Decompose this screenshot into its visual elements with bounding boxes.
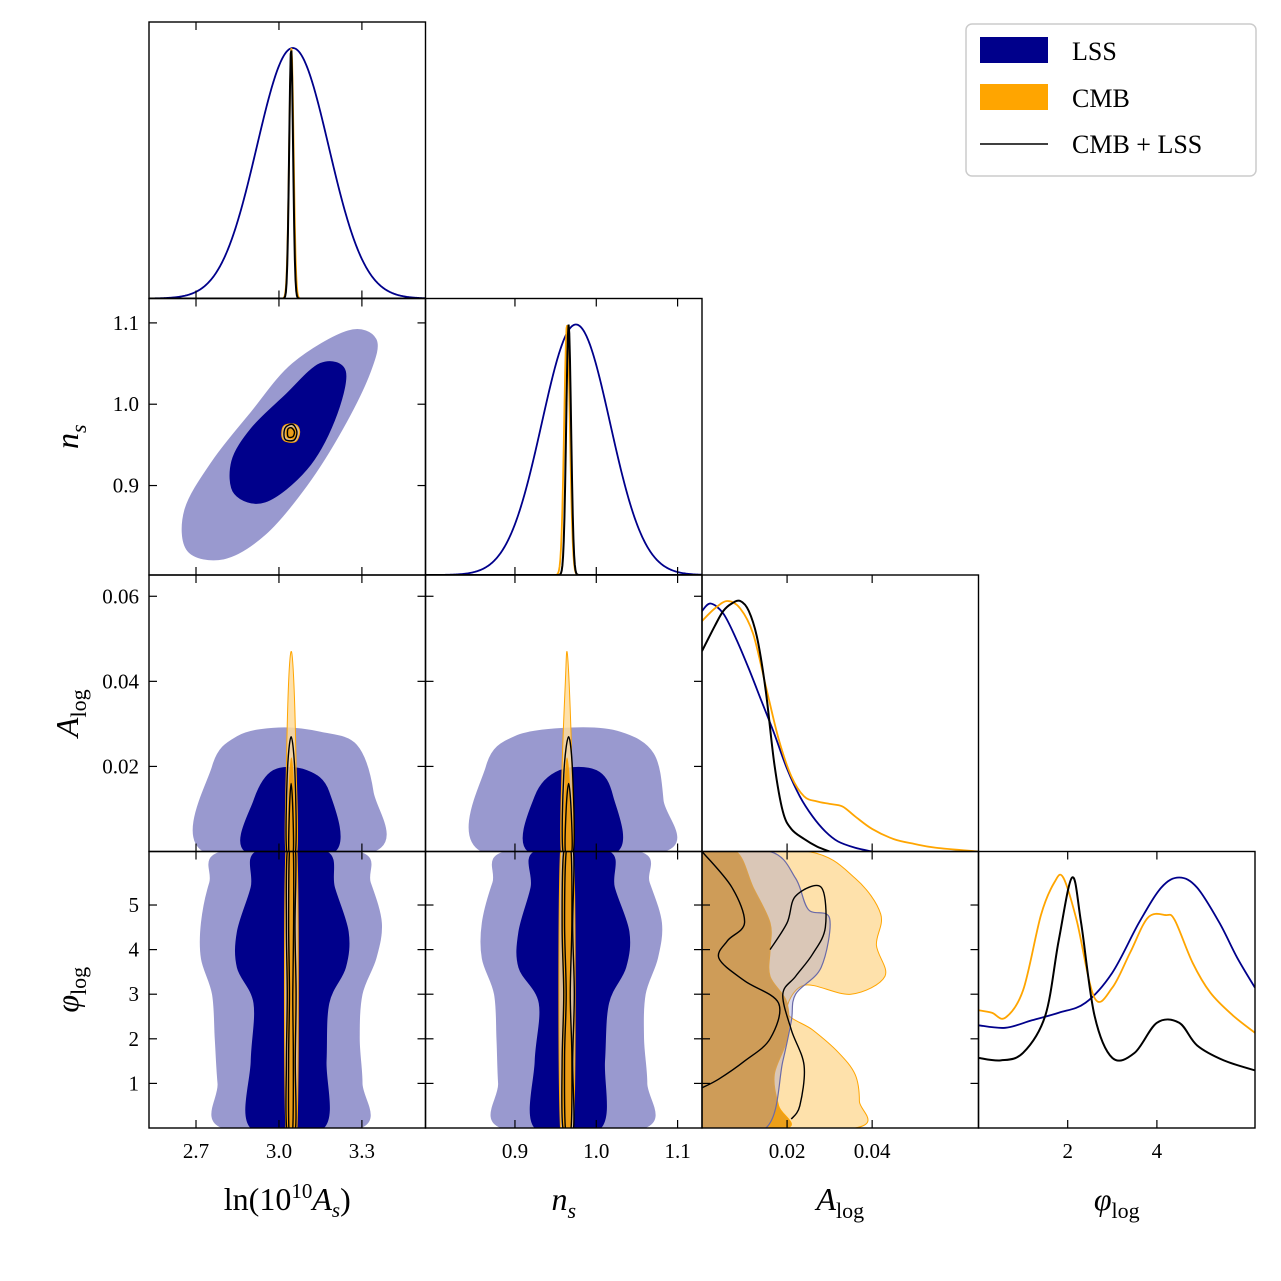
y-axis-label-philog: φlog <box>49 967 91 1013</box>
y-tick-label-ns: 1.1 <box>113 311 139 335</box>
x-tick-label-lnAs: 2.7 <box>183 1139 209 1163</box>
x-axis-label-Alog: Alog <box>814 1181 864 1223</box>
contour-cmblss-inner <box>287 851 295 1128</box>
x-tick-label-Alog: 0.04 <box>854 1139 891 1163</box>
marginal-philog <box>978 873 1255 1072</box>
contour-cmblss-inner <box>769 884 827 1120</box>
marginal-line-lss <box>425 323 702 575</box>
marginal-line-cmb <box>425 324 702 575</box>
contour-cmblss-outer <box>561 851 576 1128</box>
contour-cmblss-inner <box>287 782 295 852</box>
contour-cmblss-outer <box>702 851 781 1089</box>
x-tick-label-ns: 1.1 <box>664 1139 690 1163</box>
y-tick-label-philog: 3 <box>129 982 140 1006</box>
x-axis-label-ns: ns <box>551 1181 576 1223</box>
marginal-line-cmbpluslss <box>425 324 702 575</box>
y-tick-label-philog: 2 <box>129 1027 140 1051</box>
legend-swatch-lss <box>980 37 1048 63</box>
x-tick-label-ns: 0.9 <box>502 1139 528 1163</box>
y-axis-label-ns: ns <box>49 424 91 449</box>
contours-Alog-vs-philog <box>702 851 887 1128</box>
x-tick-label-philog: 4 <box>1152 1139 1163 1163</box>
marginal-line-cmbpluslss <box>978 876 1255 1072</box>
y-tick-label-ns: 0.9 <box>113 474 139 498</box>
x-axis-label-philog: φlog <box>1094 1181 1140 1223</box>
y-tick-label-Alog: 0.02 <box>102 754 139 778</box>
y-tick-label-philog: 1 <box>129 1071 140 1095</box>
marginal-line-lss <box>149 47 426 299</box>
marginal-Alog <box>702 599 979 852</box>
panel-frame-2-2 <box>701 574 980 853</box>
y-tick-label-Alog: 0.04 <box>102 669 139 693</box>
legend: LSS CMB CMB + LSS <box>965 23 1257 177</box>
marginal-line-cmb <box>978 873 1255 1034</box>
contours-lnAs-vs-philog <box>199 851 383 1128</box>
y-tick-label-philog: 4 <box>129 938 140 962</box>
contour-cmblss-outer <box>285 735 297 852</box>
marginal-line-cmbpluslss <box>149 50 426 299</box>
contour-cmblss-outer <box>561 735 575 852</box>
x-axis-label-lnAs: ln(1010As) <box>224 1179 351 1222</box>
marginal-line-cmbpluslss <box>702 599 830 852</box>
marginal-line-lss <box>978 876 1255 1029</box>
x-tick-label-lnAs: 3.0 <box>266 1139 292 1163</box>
marginal-lnAs <box>149 47 426 299</box>
legend-swatch-cmb <box>980 84 1048 110</box>
contour-cmb-inner <box>702 851 792 1128</box>
contour-cmblss-outer <box>283 423 298 442</box>
marginal-ns <box>425 323 702 575</box>
y-axis-label-Alog: Alog <box>49 689 91 739</box>
y-tick-label-Alog: 0.06 <box>102 584 139 608</box>
panel-frame-3-3 <box>977 850 1256 1129</box>
y-tick-label-ns: 1.0 <box>113 392 139 416</box>
x-tick-label-lnAs: 3.3 <box>349 1139 375 1163</box>
legend-label-lss: LSS <box>1072 37 1117 66</box>
marginal-line-cmb <box>702 600 979 852</box>
contour-cmblss-outer <box>285 851 297 1128</box>
contours-lnAs-vs-Alog <box>192 651 387 852</box>
legend-label-cmb-lss: CMB + LSS <box>1072 130 1202 159</box>
contour-lss-outer <box>702 851 831 1128</box>
legend-label-cmb: CMB <box>1072 84 1130 113</box>
x-tick-label-philog: 2 <box>1062 1139 1073 1163</box>
contours-ns-vs-Alog <box>468 651 678 852</box>
contour-cmblss-inner <box>286 426 296 439</box>
x-tick-label-ns: 1.0 <box>583 1139 609 1163</box>
contours-lnAs-vs-ns <box>181 329 378 561</box>
contour-cmblss-inner <box>563 851 573 1128</box>
y-tick-label-philog: 5 <box>129 893 140 917</box>
x-tick-label-Alog: 0.02 <box>769 1139 806 1163</box>
contours-ns-vs-philog <box>480 851 663 1128</box>
contour-cmblss-inner <box>564 782 573 852</box>
marginal-line-lss <box>702 602 873 852</box>
